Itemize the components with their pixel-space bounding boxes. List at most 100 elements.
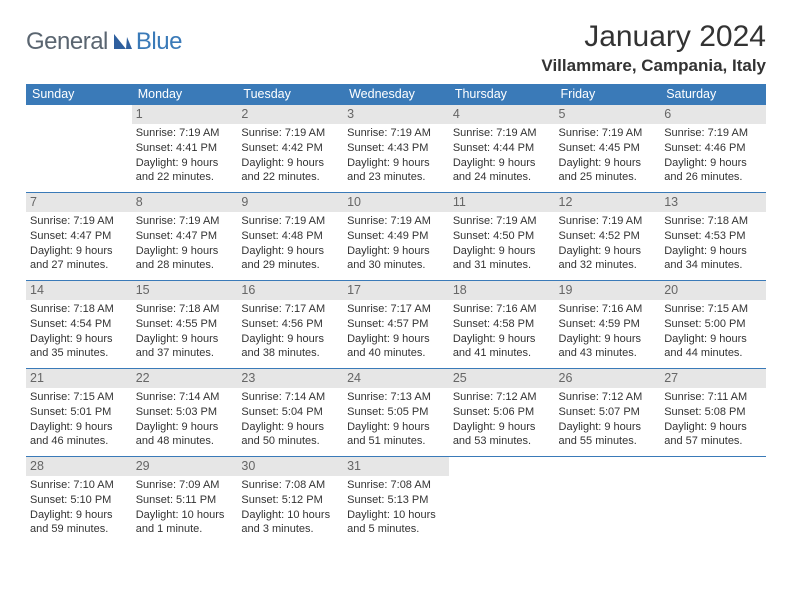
cell-d1: Daylight: 9 hours xyxy=(241,156,339,171)
cell-d1: Daylight: 9 hours xyxy=(30,508,128,523)
cell-sunrise: Sunrise: 7:17 AM xyxy=(241,302,339,317)
cell-d2: and 25 minutes. xyxy=(559,170,657,185)
day-number: 12 xyxy=(555,193,661,212)
day-number: 10 xyxy=(343,193,449,212)
calendar-cell: 31 Sunrise: 7:08 AMSunset: 5:13 PMDayligh… xyxy=(343,457,449,545)
calendar-cell: 7Sunrise: 7:19 AMSunset: 4:47 PMDaylight… xyxy=(26,193,132,281)
cell-sunset: Sunset: 4:59 PM xyxy=(559,317,657,332)
cell-sunrise: Sunrise: 7:19 AM xyxy=(559,126,657,141)
day-number: 31 xyxy=(343,457,449,476)
calendar-week: 14Sunrise: 7:18 AMSunset: 4:54 PMDayligh… xyxy=(26,281,766,369)
day-number: 18 xyxy=(449,281,555,300)
cell-d1: Daylight: 9 hours xyxy=(453,420,551,435)
cell-sunrise: Sunrise: 7:18 AM xyxy=(30,302,128,317)
page-subtitle: Villammare, Campania, Italy xyxy=(541,56,766,76)
cell-d1: Daylight: 9 hours xyxy=(136,156,234,171)
day-header: Monday xyxy=(132,84,238,105)
cell-d1: Daylight: 9 hours xyxy=(453,156,551,171)
cell-d2: and 34 minutes. xyxy=(664,258,762,273)
calendar-cell: 11Sunrise: 7:19 AMSunset: 4:50 PMDayligh… xyxy=(449,193,555,281)
cell-d2: and 26 minutes. xyxy=(664,170,762,185)
cell-d2: and 24 minutes. xyxy=(453,170,551,185)
cell-sunset: Sunset: 4:57 PM xyxy=(347,317,445,332)
logo-text-blue: Blue xyxy=(136,28,182,56)
calendar-cell: 12Sunrise: 7:19 AMSunset: 4:52 PMDayligh… xyxy=(555,193,661,281)
cell-sunset: Sunset: 4:53 PM xyxy=(664,229,762,244)
cell-sunrise: Sunrise: 7:08 AM xyxy=(241,478,339,493)
cell-d2: and 43 minutes. xyxy=(559,346,657,361)
calendar-cell: 6Sunrise: 7:19 AMSunset: 4:46 PMDaylight… xyxy=(660,105,766,193)
cell-d2: and 30 minutes. xyxy=(347,258,445,273)
cell-sunrise: Sunrise: 7:19 AM xyxy=(664,126,762,141)
cell-sunset: Sunset: 5:01 PM xyxy=(30,405,128,420)
cell-sunset: Sunset: 5:10 PM xyxy=(30,493,128,508)
calendar-cell: 17Sunrise: 7:17 AMSunset: 4:57 PMDayligh… xyxy=(343,281,449,369)
cell-sunset: Sunset: 4:44 PM xyxy=(453,141,551,156)
cell-sunset: Sunset: 4:47 PM xyxy=(136,229,234,244)
cell-d2: and 35 minutes. xyxy=(30,346,128,361)
day-number: 25 xyxy=(449,369,555,388)
cell-d2: and 57 minutes. xyxy=(664,434,762,449)
cell-d2: and 3 minutes. xyxy=(241,522,339,537)
calendar-cell: 30Sunrise: 7:08 AMSunset: 5:12 PMDayligh… xyxy=(237,457,343,545)
logo-text-general: General xyxy=(26,28,108,56)
cell-sunset: Sunset: 4:48 PM xyxy=(241,229,339,244)
cell-d1: Daylight: 9 hours xyxy=(30,244,128,259)
calendar-cell xyxy=(660,457,766,545)
calendar-week: 1Sunrise: 7:19 AMSunset: 4:41 PMDaylight… xyxy=(26,105,766,193)
cell-d2: and 29 minutes. xyxy=(241,258,339,273)
cell-d1: Daylight: 9 hours xyxy=(30,332,128,347)
cell-sunset: Sunset: 5:08 PM xyxy=(664,405,762,420)
cell-d2: and 28 minutes. xyxy=(136,258,234,273)
day-number: 27 xyxy=(660,369,766,388)
day-number: 6 xyxy=(660,105,766,124)
cell-sunrise: Sunrise: 7:08 AM xyxy=(347,478,445,493)
day-number: 8 xyxy=(132,193,238,212)
cell-d2: and 22 minutes. xyxy=(241,170,339,185)
calendar-cell: 8Sunrise: 7:19 AMSunset: 4:47 PMDaylight… xyxy=(132,193,238,281)
day-header: Sunday xyxy=(26,84,132,105)
calendar-cell: 15Sunrise: 7:18 AMSunset: 4:55 PMDayligh… xyxy=(132,281,238,369)
cell-sunset: Sunset: 4:49 PM xyxy=(347,229,445,244)
calendar-cell: 22Sunrise: 7:14 AMSunset: 5:03 PMDayligh… xyxy=(132,369,238,457)
calendar-cell: 29Sunrise: 7:09 AMSunset: 5:11 PMDayligh… xyxy=(132,457,238,545)
cell-d1: Daylight: 9 hours xyxy=(347,420,445,435)
calendar-cell: 3Sunrise: 7:19 AMSunset: 4:43 PMDaylight… xyxy=(343,105,449,193)
calendar-cell xyxy=(555,457,661,545)
cell-sunrise: Sunrise: 7:15 AM xyxy=(30,390,128,405)
calendar-cell: 2Sunrise: 7:19 AMSunset: 4:42 PMDaylight… xyxy=(237,105,343,193)
day-number: 19 xyxy=(555,281,661,300)
cell-d2: and 32 minutes. xyxy=(559,258,657,273)
cell-sunrise: Sunrise: 7:18 AM xyxy=(664,214,762,229)
calendar-cell xyxy=(26,105,132,193)
day-number: 3 xyxy=(343,105,449,124)
title-block: January 2024 Villammare, Campania, Italy xyxy=(541,20,766,76)
cell-sunset: Sunset: 5:05 PM xyxy=(347,405,445,420)
cell-sunset: Sunset: 5:06 PM xyxy=(453,405,551,420)
cell-d1: Daylight: 9 hours xyxy=(347,156,445,171)
calendar-cell: 28Sunrise: 7:10 AMSunset: 5:10 PMDayligh… xyxy=(26,457,132,545)
cell-sunset: Sunset: 4:43 PM xyxy=(347,141,445,156)
cell-sunrise: Sunrise: 7:12 AM xyxy=(453,390,551,405)
calendar-cell: 10Sunrise: 7:19 AMSunset: 4:49 PMDayligh… xyxy=(343,193,449,281)
cell-sunrise: Sunrise: 7:13 AM xyxy=(347,390,445,405)
calendar-head: SundayMondayTuesdayWednesdayThursdayFrid… xyxy=(26,84,766,105)
cell-d2: and 55 minutes. xyxy=(559,434,657,449)
cell-sunrise: Sunrise: 7:19 AM xyxy=(241,214,339,229)
calendar-cell: 9Sunrise: 7:19 AMSunset: 4:48 PMDaylight… xyxy=(237,193,343,281)
cell-sunrise: Sunrise: 7:14 AM xyxy=(241,390,339,405)
cell-sunrise: Sunrise: 7:19 AM xyxy=(136,126,234,141)
calendar-cell: 4Sunrise: 7:19 AMSunset: 4:44 PMDaylight… xyxy=(449,105,555,193)
cell-sunrise: Sunrise: 7:19 AM xyxy=(559,214,657,229)
day-number: 20 xyxy=(660,281,766,300)
cell-sunset: Sunset: 5:13 PM xyxy=(347,493,445,508)
calendar-cell: 21Sunrise: 7:15 AMSunset: 5:01 PMDayligh… xyxy=(26,369,132,457)
cell-sunrise: Sunrise: 7:19 AM xyxy=(241,126,339,141)
calendar-week: 7Sunrise: 7:19 AMSunset: 4:47 PMDaylight… xyxy=(26,193,766,281)
day-header: Saturday xyxy=(660,84,766,105)
cell-sunrise: Sunrise: 7:19 AM xyxy=(30,214,128,229)
day-number: 1 xyxy=(132,105,238,124)
cell-sunset: Sunset: 5:12 PM xyxy=(241,493,339,508)
cell-d1: Daylight: 10 hours xyxy=(347,508,445,523)
cell-sunset: Sunset: 5:00 PM xyxy=(664,317,762,332)
